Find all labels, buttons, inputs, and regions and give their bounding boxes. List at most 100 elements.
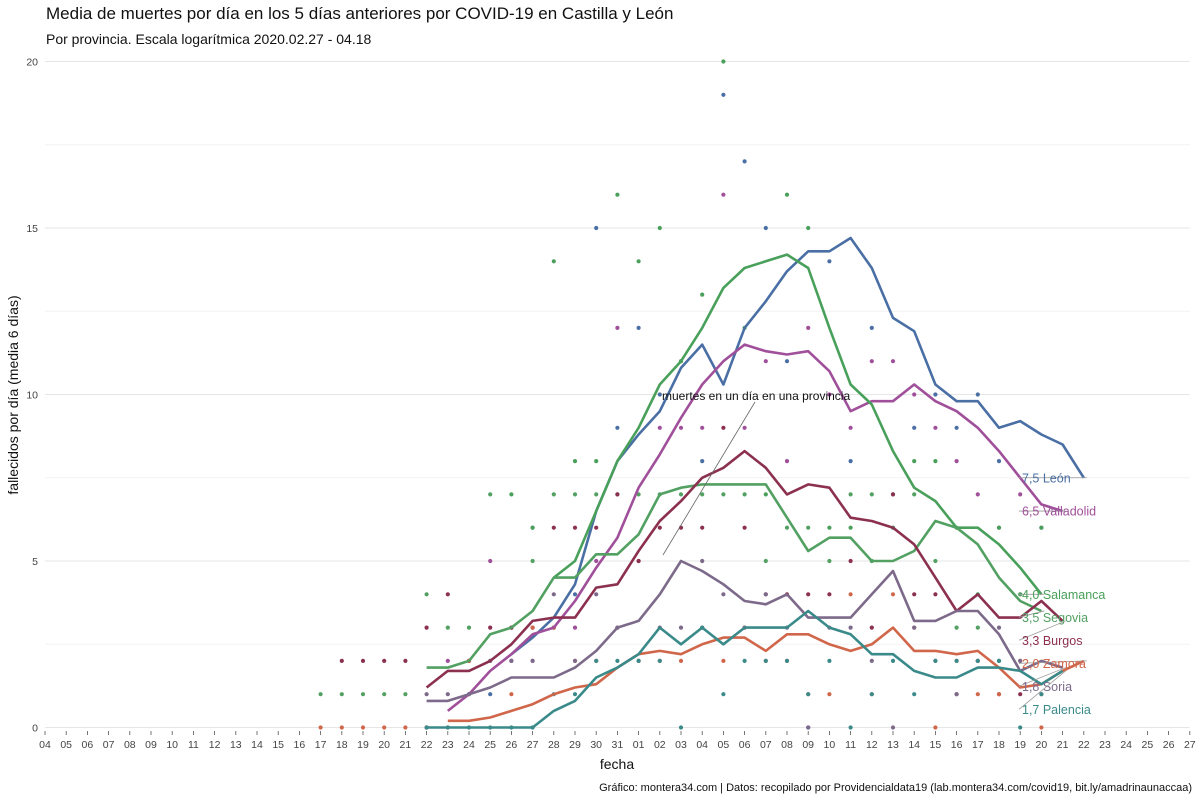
series-line-valladolid: [446, 343, 1063, 712]
data-point-valladolid: [827, 392, 832, 397]
data-point-burgos: [382, 658, 387, 664]
series-end-label-zamora: 2,0 Zamora: [1022, 657, 1086, 671]
data-point-burgos: [1018, 692, 1023, 697]
data-point-león: [827, 259, 832, 264]
data-point-palencia: [678, 725, 684, 730]
data-point-valladolid: [975, 492, 980, 497]
data-point-zamora: [975, 692, 980, 697]
data-point-burgos: [615, 492, 620, 497]
y-axis-ticks: 0 5 10 15 20: [26, 57, 38, 735]
y-tick-label: 20: [26, 57, 38, 69]
x-tick-label: 17: [315, 739, 327, 751]
x-tick-label: 16: [294, 739, 306, 751]
data-point-segovia: [339, 692, 344, 697]
data-point-segovia: [382, 692, 387, 697]
data-point-palencia: [848, 725, 853, 730]
x-tick-label: 23: [1099, 739, 1111, 751]
data-point-segovia: [318, 692, 323, 697]
x-tick-label: 23: [442, 739, 454, 751]
data-point-salamanca: [551, 259, 556, 264]
annotation-leader-line: [662, 401, 756, 556]
label-leader-line: [1018, 620, 1066, 641]
data-point-león: [869, 325, 874, 330]
data-point-valladolid: [657, 425, 662, 430]
data-point-león: [636, 325, 641, 330]
data-point-salamanca: [784, 192, 790, 197]
data-point-segovia: [488, 492, 493, 497]
data-point-valladolid: [488, 558, 493, 564]
data-point-segovia: [975, 625, 980, 630]
x-tick-label: 18: [993, 739, 1005, 751]
data-point-segovia: [551, 492, 556, 497]
data-point-burgos: [488, 625, 493, 630]
x-tick-label: 21: [1057, 739, 1069, 751]
x-tick-label: 04: [39, 739, 51, 751]
data-point-segovia: [763, 558, 768, 564]
data-point-soria: [1018, 658, 1023, 664]
data-point-burgos: [403, 658, 408, 664]
data-point-zamora: [996, 692, 1002, 697]
data-point-león: [700, 459, 705, 464]
data-point-segovia: [721, 492, 726, 497]
x-axis-ticks: 04 05 06 07 08 09 10 11 12 13 14 15 16 17 18 19 20 21 22 23…: [39, 731, 1196, 751]
data-point-soria: [848, 625, 853, 630]
data-point-salamanca: [721, 59, 726, 64]
x-tick-label: 20: [1036, 739, 1048, 751]
data-point-burgos: [806, 592, 811, 597]
series-end-label-valladolid: 6,5 Valladolid: [1022, 505, 1096, 519]
x-tick-label: 19: [357, 739, 369, 751]
data-point-valladolid: [912, 392, 917, 397]
x-tick-label: 16: [951, 739, 963, 751]
data-point-león: [996, 459, 1002, 464]
data-point-segovia: [403, 692, 408, 697]
data-point-palencia: [890, 658, 896, 664]
x-tick-label: 21: [400, 739, 412, 751]
data-point-soria: [572, 658, 578, 664]
annotation-label: muertes en un día en una provincia: [662, 389, 850, 403]
data-point-burgos: [339, 658, 344, 664]
x-tick-label: 15: [272, 739, 284, 751]
data-point-león: [594, 225, 599, 231]
data-point-burgos: [700, 525, 705, 530]
y-axis-title: fallecidos por día (media 6 días): [5, 295, 21, 494]
data-point-segovia: [678, 492, 684, 497]
gridlines: [45, 61, 1190, 728]
data-point-soria: [509, 658, 514, 664]
data-point-segovia: [445, 625, 450, 630]
x-tick-label: 27: [527, 739, 539, 751]
data-point-segovia: [700, 492, 705, 497]
data-point-soria: [424, 692, 429, 697]
data-point-palencia: [912, 692, 917, 697]
data-point-soria: [700, 558, 705, 564]
data-point-palencia: [1018, 725, 1023, 730]
y-tick-label: 15: [26, 223, 38, 235]
data-point-palencia: [636, 658, 641, 664]
x-tick-label: 09: [145, 739, 157, 751]
data-point-zamora: [382, 725, 387, 730]
data-point-zamora: [890, 592, 896, 597]
data-point-soria: [530, 658, 535, 664]
series-line-salamanca: [552, 253, 1043, 596]
label-leader-line: [1018, 660, 1087, 664]
data-point-soria: [806, 725, 811, 730]
data-point-salamanca: [763, 492, 768, 497]
data-point-león: [657, 392, 662, 397]
data-point-valladolid: [869, 359, 874, 364]
series-end-label-soria: 1,8 Soria: [1022, 680, 1072, 694]
data-point-palencia: [784, 658, 790, 664]
data-point-león: [954, 425, 959, 430]
source-note: Gráfico: montera34.com | Datos: recopila…: [599, 782, 1192, 794]
data-point-segovia: [594, 492, 599, 497]
data-point-soria: [763, 592, 768, 597]
x-axis-title: fecha: [600, 756, 634, 772]
x-tick-label: 11: [188, 739, 199, 751]
data-point-valladolid: [954, 459, 959, 464]
data-point-zamora: [360, 725, 366, 730]
data-point-salamanca: [530, 525, 535, 530]
x-tick-label: 04: [696, 739, 708, 751]
data-point-valladolid: [933, 425, 938, 430]
series-end-label-palencia: 1,7 Palencia: [1022, 703, 1091, 717]
data-point-valladolid: [742, 425, 747, 430]
x-tick-label: 12: [866, 739, 878, 751]
